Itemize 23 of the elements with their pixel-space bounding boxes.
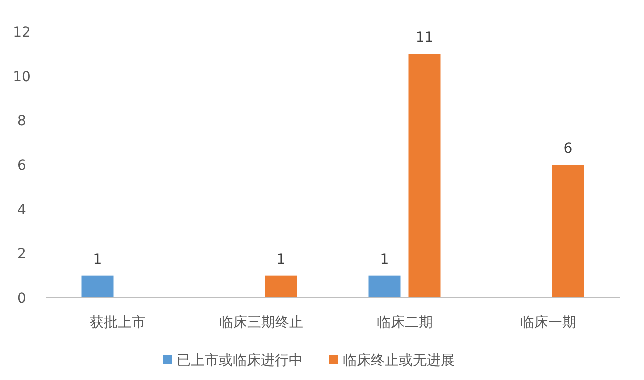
y-tick-label: 8 xyxy=(18,114,26,130)
legend-label: 已上市或临床进行中 xyxy=(177,353,303,369)
y-tick-label: 6 xyxy=(18,158,27,174)
data-label: 11 xyxy=(416,30,434,46)
y-tick-label: 10 xyxy=(13,69,31,86)
y-tick-label: 12 xyxy=(13,25,31,41)
x-tick-label: 获批上市 xyxy=(90,315,146,331)
legend-label: 临床终止或无进展 xyxy=(343,353,455,369)
bar xyxy=(82,276,114,298)
y-tick-label: 0 xyxy=(18,291,26,307)
bar xyxy=(408,54,441,298)
data-label: 6 xyxy=(564,141,573,157)
data-label: 1 xyxy=(93,252,102,268)
x-tick-label: 临床三期终止 xyxy=(219,315,304,331)
x-tick-label: 临床一期 xyxy=(520,315,576,331)
y-tick-label: 4 xyxy=(18,202,27,218)
bar xyxy=(265,276,298,298)
x-tick-label: 临床二期 xyxy=(376,315,433,331)
y-tick-label: 2 xyxy=(18,246,26,263)
bar xyxy=(552,165,584,298)
data-label: 1 xyxy=(276,252,286,268)
data-label: 1 xyxy=(380,252,390,268)
bar xyxy=(368,276,401,298)
